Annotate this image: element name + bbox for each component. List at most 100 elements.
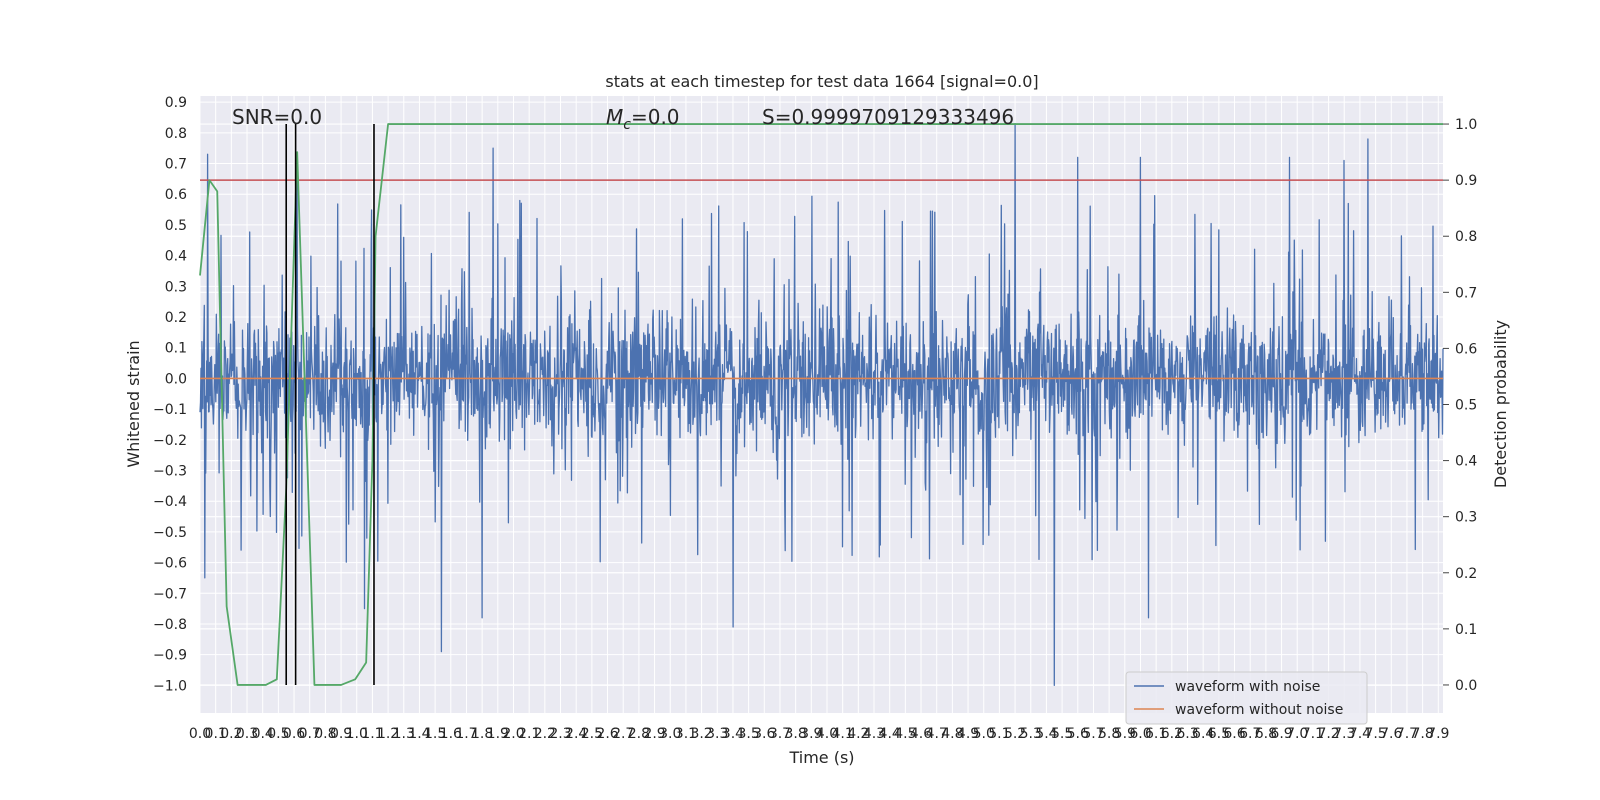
x-tick-label: 6.8: [1255, 726, 1277, 742]
snr-annotation: SNR=0.0: [232, 105, 322, 129]
waveform-with-noise-line: [199, 122, 1444, 687]
x-tick-label: 7.5: [1364, 726, 1386, 742]
x-tick-label: 7.8: [1411, 726, 1433, 742]
x-tick-label: 3.1: [675, 726, 697, 742]
x-tick-label: 3.0: [659, 726, 681, 742]
chirp-mass-subscript: c: [623, 117, 631, 133]
x-tick-label: 1.3: [393, 726, 415, 742]
x-tick-label: 2.6: [596, 726, 618, 742]
x-tick-label: 3.9: [800, 726, 822, 742]
legend: waveform with noise waveform without noi…: [1125, 671, 1368, 725]
series-waveform-with-noise: [199, 122, 1444, 687]
x-tick-label: 3.5: [737, 726, 759, 742]
y-tick-label-right: 0.6: [1455, 341, 1477, 357]
y-tick-label-right: 0.3: [1455, 510, 1477, 526]
axis-ticks: 0.00.10.20.30.40.50.60.70.80.91.01.11.21…: [153, 95, 1477, 742]
y-tick-label-left: −0.9: [153, 648, 187, 664]
y-tick-label-right: 0.5: [1455, 398, 1477, 414]
y-tick-label-left: 0.1: [165, 341, 187, 357]
x-tick-label: 3.3: [706, 726, 728, 742]
y-tick-label-left: −0.6: [153, 556, 187, 572]
x-tick-label: 5.0: [973, 726, 995, 742]
y-tick-label-right: 0.7: [1455, 285, 1477, 301]
y-tick-label-right: 0.0: [1455, 678, 1477, 694]
chirp-mass-symbol: M: [606, 105, 623, 129]
x-tick-label: 0.5: [267, 726, 289, 742]
chirp-mass-value: =0.0: [631, 105, 680, 129]
y-tick-label-right: 0.9: [1455, 173, 1477, 189]
x-tick-label: 0.9: [330, 726, 352, 742]
x-tick-label: 4.5: [894, 726, 916, 742]
x-tick-label: 2.0: [502, 726, 524, 742]
x-tick-label: 6.2: [1161, 726, 1183, 742]
x-tick-label: 4.8: [941, 726, 963, 742]
x-tick-label: 4.0: [816, 726, 838, 742]
legend-label-noise: waveform with noise: [1175, 679, 1320, 695]
y-tick-label-right: 0.4: [1455, 454, 1477, 470]
x-tick-label: 2.4: [565, 726, 587, 742]
y-tick-label-left: −0.7: [153, 586, 187, 602]
chirp-mass-annotation: Mc=0.0: [606, 105, 680, 133]
x-tick-label: 1.6: [440, 726, 462, 742]
x-axis-label: Time (s): [788, 748, 854, 767]
x-tick-label: 7.4: [1349, 726, 1371, 742]
x-tick-label: 3.2: [690, 726, 712, 742]
x-tick-label: 0.4: [252, 726, 274, 742]
x-tick-label: 1.9: [487, 726, 509, 742]
y-tick-label-left: 0.5: [165, 218, 187, 234]
x-tick-label: 5.6: [1067, 726, 1089, 742]
x-tick-label: 1.0: [346, 726, 368, 742]
y-tick-label-left: 0.2: [165, 310, 187, 326]
series-lines: [199, 123, 1443, 686]
y-tick-label-right: 0.8: [1455, 229, 1477, 245]
x-tick-label: 1.2: [377, 726, 399, 742]
y-tick-label-left: 0.0: [165, 371, 187, 387]
x-tick-label: 7.2: [1317, 726, 1339, 742]
x-tick-label: 5.5: [1051, 726, 1073, 742]
score-annotation: S=0.9999709129333496: [762, 105, 1014, 129]
x-tick-label: 1.4: [408, 726, 430, 742]
x-tick-label: 7.0: [1286, 726, 1308, 742]
y-tick-label-left: 0.7: [165, 157, 187, 173]
x-tick-label: 2.5: [581, 726, 603, 742]
legend-box: [1125, 671, 1368, 725]
y-tick-label-left: −0.2: [153, 433, 187, 449]
x-tick-label: 6.1: [1145, 726, 1167, 742]
x-tick-label: 2.8: [628, 726, 650, 742]
x-tick-label: 0.3: [236, 726, 258, 742]
y-tick-label-right: 1.0: [1455, 117, 1477, 133]
x-tick-label: 4.4: [879, 726, 901, 742]
x-tick-label: 6.7: [1239, 726, 1261, 742]
y-tick-label-left: −0.1: [153, 402, 187, 418]
x-tick-label: 0.0: [189, 726, 211, 742]
x-tick-label: 7.1: [1302, 726, 1324, 742]
detection-probability-line: [199, 123, 1443, 686]
y-tick-label-left: −1.0: [153, 678, 187, 694]
y-tick-label-left: 0.9: [165, 95, 187, 111]
x-tick-label: 5.2: [1004, 726, 1026, 742]
x-tick-label: 7.3: [1333, 726, 1355, 742]
x-tick-label: 6.6: [1223, 726, 1245, 742]
y-axis-label-right: Detection probability: [1491, 320, 1510, 488]
y-tick-label-left: 0.6: [165, 187, 187, 203]
y-tick-label-left: −0.8: [153, 617, 187, 633]
chart-title: stats at each timestep for test data 166…: [605, 72, 1038, 91]
y-tick-label-left: 0.4: [165, 249, 187, 265]
y-tick-label-left: −0.5: [153, 525, 187, 541]
x-tick-label: 0.1: [205, 726, 227, 742]
y-tick-label-left: 0.3: [165, 279, 187, 295]
x-tick-label: 5.3: [1020, 726, 1042, 742]
x-tick-label: 5.1: [988, 726, 1010, 742]
y-tick-label-right: 0.2: [1455, 566, 1477, 582]
y-tick-label-left: −0.3: [153, 463, 187, 479]
x-tick-label: 7.9: [1427, 726, 1449, 742]
x-tick-label: 4.2: [847, 726, 869, 742]
y-tick-label-left: −0.4: [153, 494, 187, 510]
x-tick-label: 2.2: [534, 726, 556, 742]
x-tick-label: 5.9: [1114, 726, 1136, 742]
x-tick-label: 2.7: [612, 726, 634, 742]
x-tick-label: 0.8: [314, 726, 336, 742]
x-tick-label: 0.2: [220, 726, 242, 742]
x-tick-label: 2.3: [549, 726, 571, 742]
x-tick-label: 2.1: [518, 726, 540, 742]
